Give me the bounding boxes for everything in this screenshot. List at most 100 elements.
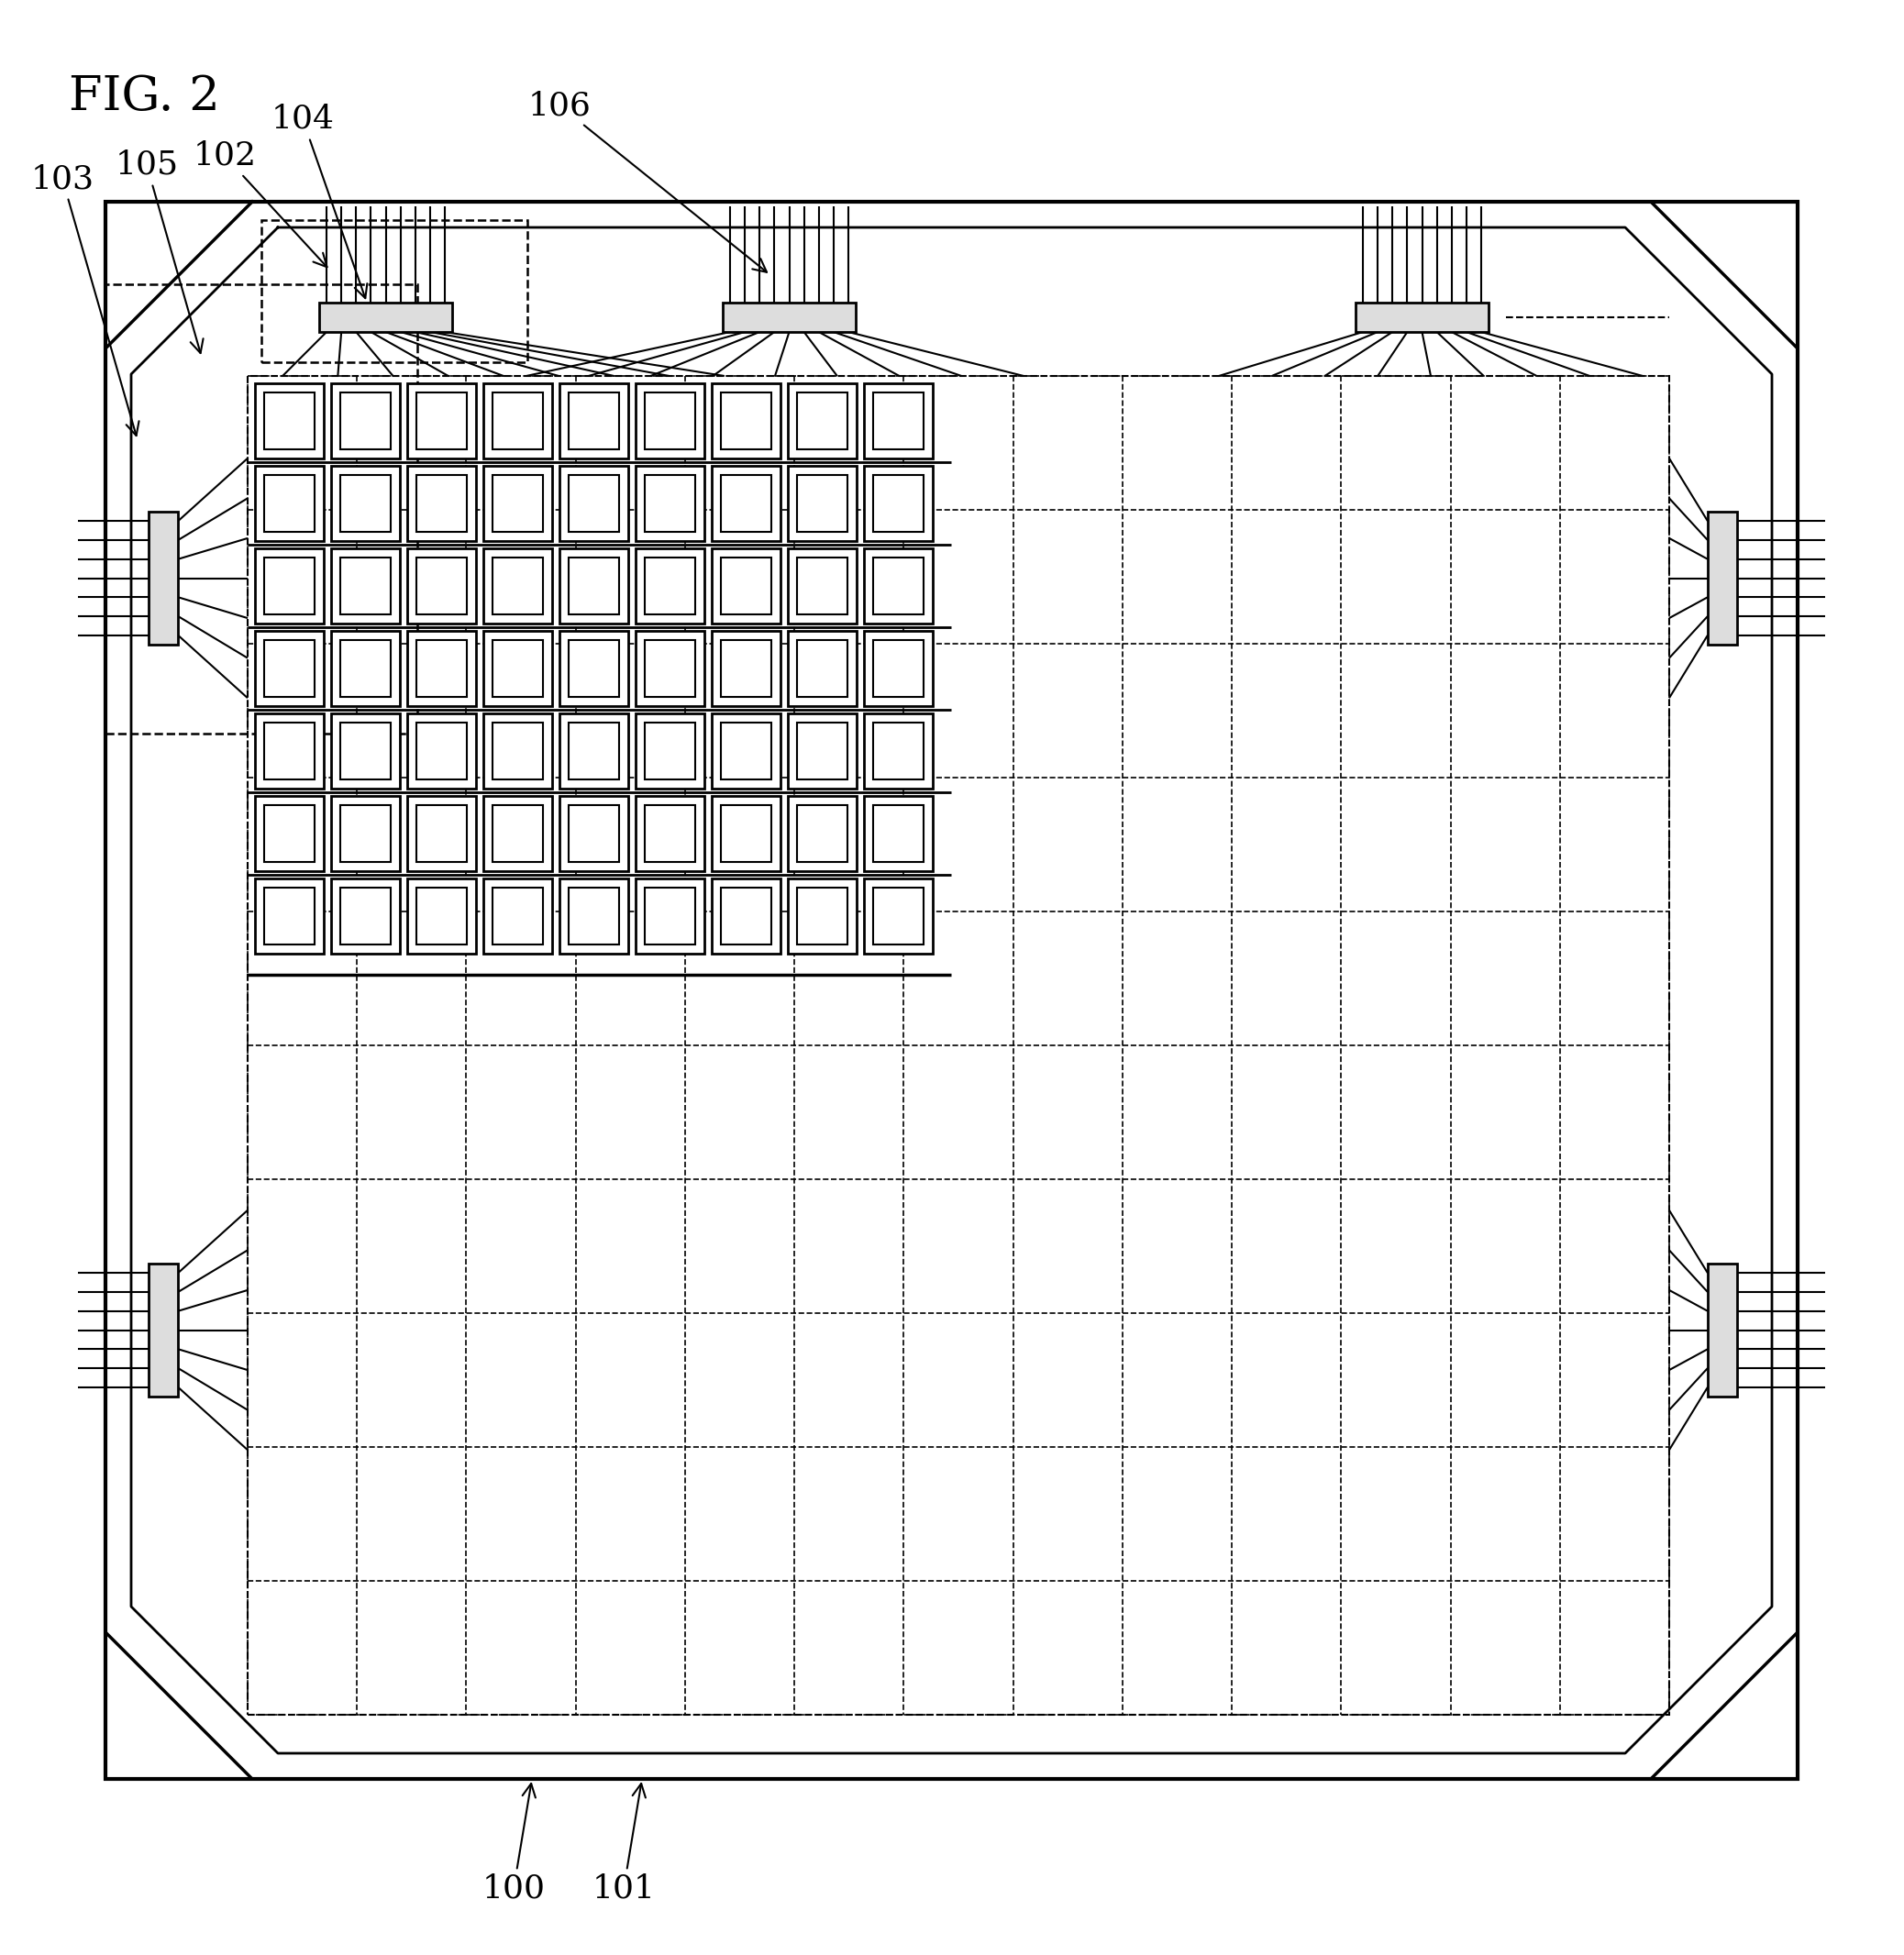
Bar: [484, 878, 552, 954]
Text: 104: 104: [270, 104, 367, 299]
Bar: [407, 631, 476, 706]
Bar: [788, 878, 857, 954]
Bar: [493, 888, 543, 944]
Bar: [265, 393, 314, 450]
Bar: [407, 465, 476, 542]
Bar: [560, 631, 628, 706]
Bar: [341, 475, 390, 532]
Bar: [645, 557, 695, 614]
Bar: [864, 878, 933, 954]
Bar: [569, 805, 619, 862]
Bar: [417, 393, 466, 450]
Bar: [1708, 1263, 1736, 1396]
Bar: [417, 805, 466, 862]
Text: 102: 102: [192, 141, 327, 268]
Bar: [149, 512, 177, 645]
Bar: [331, 878, 400, 954]
Bar: [493, 639, 543, 696]
Bar: [798, 639, 847, 696]
Bar: [341, 639, 390, 696]
Bar: [265, 723, 314, 780]
Bar: [265, 475, 314, 532]
Bar: [255, 796, 324, 872]
Bar: [724, 303, 855, 332]
Bar: [788, 547, 857, 624]
Bar: [407, 796, 476, 872]
Text: 105: 105: [114, 149, 204, 354]
Bar: [341, 393, 390, 450]
Bar: [712, 878, 781, 954]
Bar: [569, 639, 619, 696]
Bar: [798, 557, 847, 614]
Bar: [712, 796, 781, 872]
Bar: [484, 714, 552, 788]
Bar: [864, 714, 933, 788]
Bar: [417, 557, 466, 614]
Bar: [788, 631, 857, 706]
Bar: [1356, 303, 1489, 332]
Bar: [105, 283, 417, 733]
Bar: [874, 723, 923, 780]
Bar: [874, 639, 923, 696]
Bar: [341, 557, 390, 614]
Bar: [798, 805, 847, 862]
Bar: [407, 878, 476, 954]
Bar: [407, 547, 476, 624]
Bar: [712, 383, 781, 459]
Bar: [560, 796, 628, 872]
Bar: [265, 888, 314, 944]
Bar: [484, 547, 552, 624]
Bar: [149, 1263, 177, 1396]
Bar: [645, 639, 695, 696]
Bar: [417, 723, 466, 780]
Bar: [493, 557, 543, 614]
Bar: [255, 714, 324, 788]
Bar: [560, 878, 628, 954]
Bar: [493, 723, 543, 780]
Bar: [493, 475, 543, 532]
Bar: [874, 475, 923, 532]
Text: 106: 106: [527, 90, 767, 272]
Bar: [331, 383, 400, 459]
Bar: [105, 201, 1797, 1779]
Bar: [636, 465, 704, 542]
Bar: [265, 557, 314, 614]
Text: 101: 101: [592, 1783, 655, 1904]
Bar: [341, 805, 390, 862]
Bar: [712, 631, 781, 706]
Bar: [798, 393, 847, 450]
Bar: [331, 547, 400, 624]
Bar: [569, 393, 619, 450]
Bar: [636, 383, 704, 459]
Bar: [788, 796, 857, 872]
Bar: [417, 888, 466, 944]
Bar: [864, 465, 933, 542]
Bar: [255, 878, 324, 954]
Bar: [864, 383, 933, 459]
Bar: [788, 383, 857, 459]
Bar: [484, 465, 552, 542]
Bar: [645, 805, 695, 862]
Bar: [320, 303, 451, 332]
Bar: [255, 465, 324, 542]
Bar: [864, 631, 933, 706]
Bar: [788, 714, 857, 788]
Bar: [331, 631, 400, 706]
Bar: [417, 475, 466, 532]
Bar: [722, 557, 771, 614]
Bar: [798, 888, 847, 944]
Text: 103: 103: [30, 162, 139, 436]
Bar: [798, 475, 847, 532]
Bar: [569, 888, 619, 944]
Bar: [1708, 512, 1736, 645]
Bar: [484, 796, 552, 872]
Bar: [864, 796, 933, 872]
Bar: [493, 393, 543, 450]
Bar: [636, 547, 704, 624]
Bar: [560, 547, 628, 624]
Bar: [407, 383, 476, 459]
Bar: [569, 723, 619, 780]
Bar: [560, 465, 628, 542]
Bar: [788, 465, 857, 542]
Bar: [645, 888, 695, 944]
